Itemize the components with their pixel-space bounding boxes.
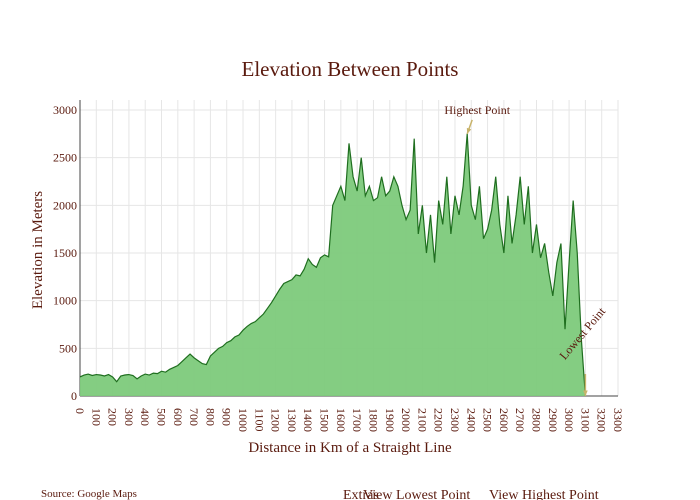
x-tick-label: 2100 <box>415 408 429 432</box>
x-tick-label: 1500 <box>318 408 332 432</box>
x-axis-label: Distance in Km of a Straight Line <box>248 440 452 456</box>
source-note: Source: Google Maps <box>41 488 137 500</box>
x-tick-label: 500 <box>155 408 169 426</box>
x-tick-label: 1400 <box>301 408 315 432</box>
x-tick-label: 1000 <box>236 408 250 432</box>
x-tick-label: 2400 <box>464 408 478 432</box>
arrow-head <box>583 390 588 396</box>
extras-link[interactable]: Extras <box>343 488 379 500</box>
x-tick-label: 400 <box>138 408 152 426</box>
x-tick-label: 2700 <box>513 408 527 432</box>
x-tick-label: 800 <box>203 408 217 426</box>
x-tick-label: 1300 <box>285 408 299 432</box>
x-tick-label: 2000 <box>399 408 413 432</box>
highest-point-link[interactable]: View Highest Point <box>489 488 599 500</box>
x-tick-label: 1700 <box>350 408 364 432</box>
x-tick-label: 2200 <box>432 408 446 432</box>
y-tick-label: 500 <box>59 341 77 355</box>
x-tick-label: 2900 <box>546 408 560 432</box>
y-axis-label: Elevation in Meters <box>30 191 46 309</box>
arrow-head <box>466 127 472 134</box>
x-tick-label: 2300 <box>448 408 462 432</box>
x-tick-label: 2600 <box>497 408 511 432</box>
x-tick-label: 1200 <box>269 408 283 432</box>
y-tick-label: 1500 <box>53 246 77 260</box>
lowest-point-link[interactable]: View Lowest Point <box>363 488 470 500</box>
x-tick-label: 1900 <box>383 408 397 432</box>
x-tick-label: 3100 <box>578 408 592 432</box>
x-tick-label: 1600 <box>334 408 348 432</box>
x-tick-label: 2800 <box>529 408 543 432</box>
x-tick-label: 200 <box>106 408 120 426</box>
x-tick-label: 1800 <box>366 408 380 432</box>
y-tick-label: 3000 <box>53 103 77 117</box>
y-tick-label: 0 <box>71 389 77 403</box>
x-tick-label: 2500 <box>481 408 495 432</box>
x-tick-label: 3000 <box>562 408 576 432</box>
x-tick-label: 700 <box>187 408 201 426</box>
x-tick-label: 100 <box>89 408 103 426</box>
y-tick-label: 2500 <box>53 151 77 165</box>
chart-title: Elevation Between Points <box>242 57 459 81</box>
x-tick-label: 0 <box>73 408 87 414</box>
x-tick-label: 3300 <box>611 408 625 432</box>
x-tick-label: 900 <box>220 408 234 426</box>
y-tick-label: 1000 <box>53 294 77 308</box>
x-tick-label: 600 <box>171 408 185 426</box>
x-tick-label: 300 <box>122 408 136 426</box>
area-fill <box>80 133 586 397</box>
annotation-text: Highest Point <box>444 103 510 117</box>
elevation-line <box>79 133 586 397</box>
x-tick-label: 3200 <box>595 408 609 432</box>
y-tick-label: 2000 <box>53 198 77 212</box>
x-tick-label: 1100 <box>252 408 266 432</box>
